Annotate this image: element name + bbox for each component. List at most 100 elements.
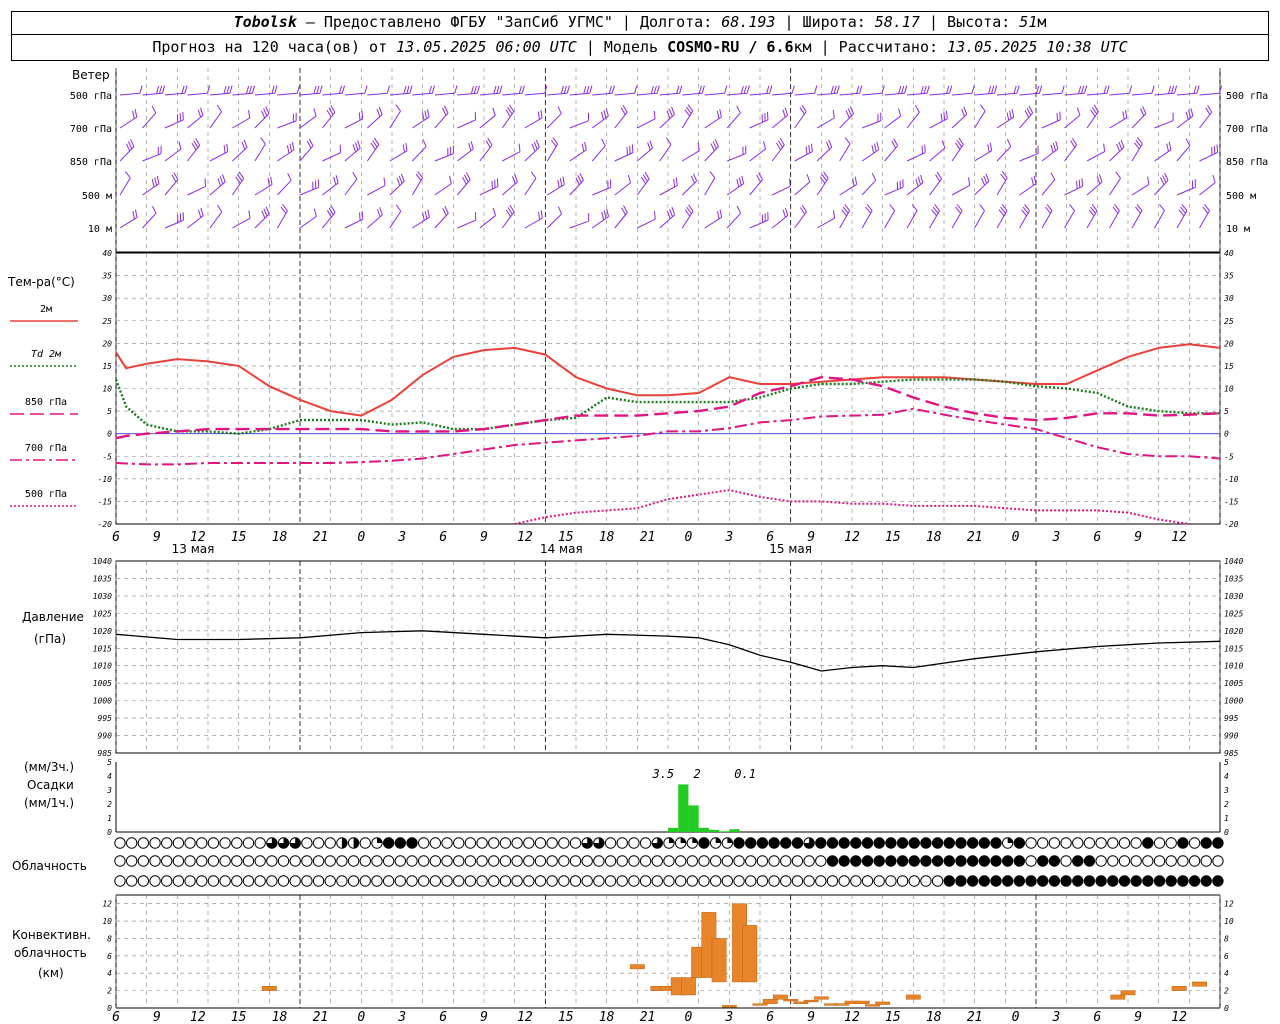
- pressure-ytick-right: 1015: [1224, 644, 1243, 653]
- wind-barb-feather: [557, 179, 560, 188]
- cloud-circle: [1165, 855, 1177, 867]
- wind-barb-feather: [335, 174, 339, 183]
- wind-barb: [164, 219, 184, 229]
- temp-legend-label: Td 2м: [31, 349, 62, 360]
- wind-barb-feather: [1013, 85, 1017, 94]
- wind-barb: [1131, 113, 1147, 129]
- temp-ytick-left: -5: [102, 452, 112, 461]
- wind-barb: [614, 92, 635, 96]
- cloud-circle: [231, 875, 243, 887]
- cloud-circle: [1013, 855, 1026, 867]
- cloud-circle: [1107, 855, 1119, 867]
- wind-barb-feather: [688, 204, 694, 212]
- temp-xtick: 0: [357, 530, 365, 545]
- wind-barb: [929, 147, 946, 162]
- wind-barb-feather: [505, 209, 512, 217]
- cloud-circle: [114, 837, 126, 849]
- wind-barb: [906, 152, 926, 162]
- wind-barb: [187, 215, 204, 229]
- temp-ytick-left: 25: [102, 317, 112, 326]
- wind-barb: [592, 92, 613, 96]
- wind-barb-feather: [871, 172, 877, 181]
- wind-barb-feather: [956, 140, 963, 148]
- pressure-ytick-right: 995: [1224, 714, 1239, 723]
- model-name: COSMO-RU / 6.6: [667, 38, 794, 56]
- wind-barb-feather: [671, 207, 676, 215]
- wind-barb-feather: [1006, 112, 1010, 121]
- temp-xtick: 3: [1052, 530, 1061, 545]
- wind-barb-feather: [217, 178, 222, 187]
- wind-barb-feather: [1046, 204, 1053, 211]
- wind-barb: [502, 151, 521, 162]
- wind-barb-feather: [1103, 85, 1107, 94]
- wind-barb: [951, 144, 964, 162]
- wind-barb-feather: [828, 139, 833, 148]
- wind-barb-feather: [644, 171, 650, 180]
- cloud-circle: [1107, 837, 1119, 849]
- wind-barbs: [119, 85, 1223, 229]
- wind-barb: [209, 111, 222, 129]
- wind-barb-feather: [492, 107, 496, 116]
- wind-barb: [119, 216, 138, 229]
- wind-barb-feather: [963, 106, 968, 115]
- cloud-circle: [312, 875, 325, 887]
- wind-barb: [884, 115, 901, 129]
- temp-ytick-left: 30: [101, 294, 112, 303]
- wind-barb-feather: [280, 206, 287, 214]
- temp-ytick-left: 5: [107, 407, 112, 416]
- wind-barb-feather: [313, 208, 317, 217]
- wind-barb-feather: [716, 110, 720, 119]
- cloud-circle: [359, 875, 371, 887]
- wind-barb-feather: [1140, 108, 1145, 116]
- wind-level-label-left: 700 гПа: [70, 124, 112, 135]
- pressure-ytick-right: 1035: [1224, 574, 1243, 583]
- wind-barb-feather: [427, 209, 430, 218]
- wind-barb-feather: [465, 172, 471, 180]
- cloud-circle: [756, 855, 769, 867]
- cloud-circle: [604, 855, 617, 867]
- temp-xtick: 6: [439, 530, 447, 545]
- wind-level-label-right: 10 м: [1226, 224, 1250, 235]
- cloud-circle: [955, 875, 967, 887]
- forecast-prefix: Прогноз на 120 часа(ов) от: [152, 38, 388, 56]
- wind-barb-feather: [842, 206, 849, 214]
- cloud-circle: [616, 855, 628, 867]
- wind-barb-feather: [1000, 173, 1007, 181]
- wind-barb-feather: [1112, 206, 1119, 214]
- wind-barb-feather: [216, 104, 222, 112]
- conv-xtick: 12: [190, 1010, 206, 1024]
- cloud-circle: [908, 837, 920, 849]
- cloud-circle: [1095, 855, 1107, 867]
- cloud-circle: [172, 837, 185, 849]
- wind-barb-feather: [406, 85, 410, 94]
- wind-barb: [142, 183, 160, 196]
- wind-barb-feather: [608, 85, 612, 94]
- precip-ytick-left: 2: [107, 800, 112, 809]
- wind-barb-feather: [701, 85, 705, 94]
- wind-barb-feather: [893, 138, 899, 147]
- cloud-circle: [546, 875, 558, 887]
- wind-barb: [277, 120, 297, 129]
- wind-barb-feather: [714, 139, 719, 147]
- cloud-circle: [826, 875, 839, 887]
- wind-barb-feather: [649, 140, 653, 149]
- wind-barb-feather: [1080, 85, 1085, 94]
- pressure-ytick-left: 1040: [93, 557, 112, 566]
- cloud-circle: [382, 837, 395, 849]
- wind-barb-feather: [533, 141, 538, 150]
- cloud-circle: [920, 855, 932, 867]
- conv-ytick-right: 6: [1224, 952, 1229, 961]
- wind-barb: [659, 144, 672, 162]
- cloud-circle: [1013, 875, 1026, 887]
- wind-barb-feather: [985, 173, 990, 182]
- pressure-ytick-left: 995: [98, 714, 113, 723]
- wind-barb: [749, 148, 766, 162]
- cloud-circle: [873, 837, 885, 849]
- wind-barb-feather: [686, 106, 692, 114]
- wind-barb: [591, 115, 609, 129]
- cloud-circle: [242, 875, 255, 887]
- wind-barb-feather: [1202, 206, 1209, 214]
- precip-annotation: 0.1: [734, 767, 756, 781]
- cloud-circle: [324, 855, 336, 867]
- wind-barb-feather: [1026, 107, 1032, 116]
